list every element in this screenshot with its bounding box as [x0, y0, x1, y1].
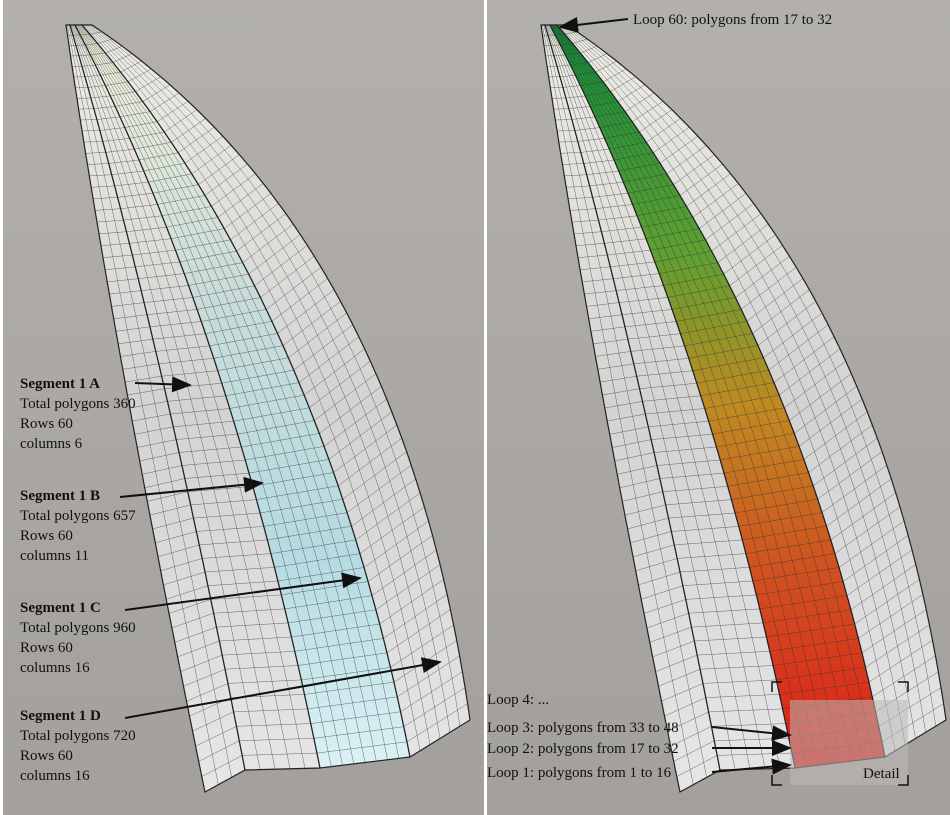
segment-line: Rows 60	[20, 416, 73, 432]
diagram: Segment 1 A Total polygons 360 Rows 60 colu…	[0, 0, 950, 815]
segment-line: Rows 60	[20, 528, 73, 544]
segment-line: Total polygons 657	[20, 508, 136, 524]
segment-title: Segment 1 A	[20, 376, 100, 392]
segment-line: Total polygons 360	[20, 396, 136, 412]
segment-line: columns 16	[20, 660, 90, 676]
loop-top-label: Loop 60: polygons from 17 to 32	[633, 12, 832, 28]
loop-label: Loop 3: polygons from 33 to 48	[487, 720, 679, 736]
segment-line: Total polygons 960	[20, 620, 136, 636]
segment-line: Total polygons 720	[20, 728, 136, 744]
segment-line: Rows 60	[20, 748, 73, 764]
segment-line: columns 11	[20, 548, 89, 564]
segment-line: columns 6	[20, 436, 83, 452]
segment-title: Segment 1 D	[20, 708, 101, 724]
segment-title: Segment 1 C	[20, 600, 101, 616]
frame-edge	[0, 0, 3, 815]
page: {"segments": [ {"name": "Segment 1 A", "…	[0, 0, 950, 815]
detail-label: Detail	[863, 766, 900, 782]
segment-line: Rows 60	[20, 640, 73, 656]
loop-label: Loop 1: polygons from 1 to 16	[487, 765, 672, 781]
segment-title: Segment 1 B	[20, 488, 100, 504]
loop-label: Loop 4: ...	[487, 692, 549, 708]
segment-line: columns 16	[20, 768, 90, 784]
loop-label: Loop 2: polygons from 17 to 32	[487, 741, 679, 757]
